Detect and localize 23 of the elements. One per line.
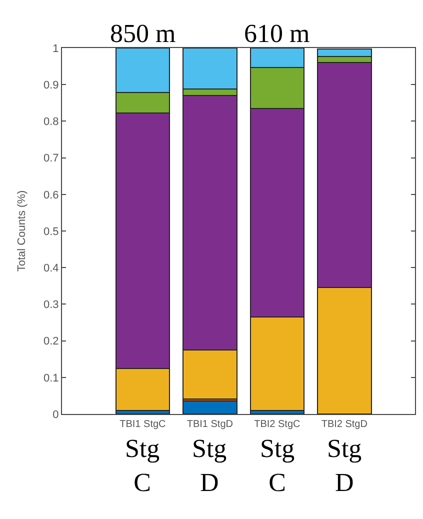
- y-tick-label: 0.5: [44, 226, 59, 238]
- y-axis-title: Total Counts (%): [16, 190, 28, 272]
- x-tick-label: TBI2 StgC: [254, 419, 300, 430]
- annotation: 610 m: [244, 19, 310, 48]
- y-tick-label: 0.1: [44, 372, 59, 384]
- y-tick-label: 0.3: [44, 299, 59, 312]
- text: Stg D: [192, 434, 227, 497]
- y-tick-label: 0.2: [44, 336, 59, 348]
- y-tick-label: 0.7: [44, 152, 59, 165]
- x-tick-label: TBI2 StgD: [321, 419, 368, 430]
- y-tick-label: 0.4: [44, 262, 59, 274]
- text: Stg C: [125, 434, 160, 497]
- bar: [182, 400, 238, 414]
- y-tick-label: 0.9: [44, 79, 59, 92]
- y-tick-label: 1: [52, 42, 59, 55]
- text: Stg C: [260, 434, 295, 497]
- y-tick-label: 0.8: [44, 116, 59, 128]
- y-tick-label: 0: [52, 408, 59, 421]
- x-tick-label: TBI1 StgC: [120, 419, 166, 430]
- y-tick-label: 0.6: [44, 189, 59, 202]
- text: Stg D: [327, 434, 362, 497]
- x-tick-label: TBI1 StgD: [186, 419, 233, 430]
- annotation: 850 m: [110, 19, 176, 48]
